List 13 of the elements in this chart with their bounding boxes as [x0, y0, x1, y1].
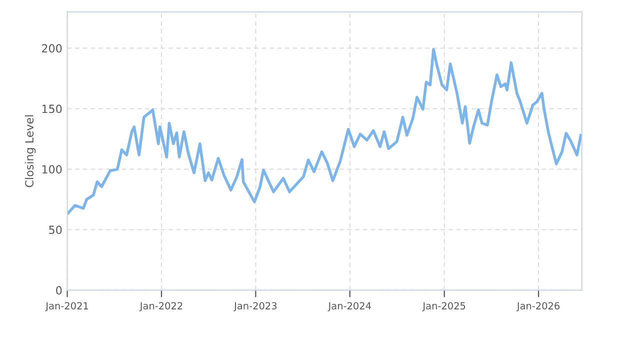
x-tick-label: Jan-2024: [328, 302, 371, 312]
x-tick-label: Jan-2025: [422, 302, 466, 312]
line-series: [67, 48, 582, 216]
x-tick-label: Jan-2026: [516, 302, 560, 312]
y-tick-label: 100: [42, 165, 62, 174]
x-tick-label: Jan-2021: [45, 302, 88, 312]
y-tick-label: 200: [42, 44, 62, 53]
x-tick-label: Jan-2022: [139, 302, 182, 312]
x-tick-label: Jan-2023: [234, 302, 277, 312]
y-tick-label: 0: [56, 286, 62, 295]
y-tick-label: 50: [49, 226, 62, 234]
y-axis-title: Closing Level: [24, 115, 36, 188]
y-tick-label: 150: [42, 104, 62, 114]
